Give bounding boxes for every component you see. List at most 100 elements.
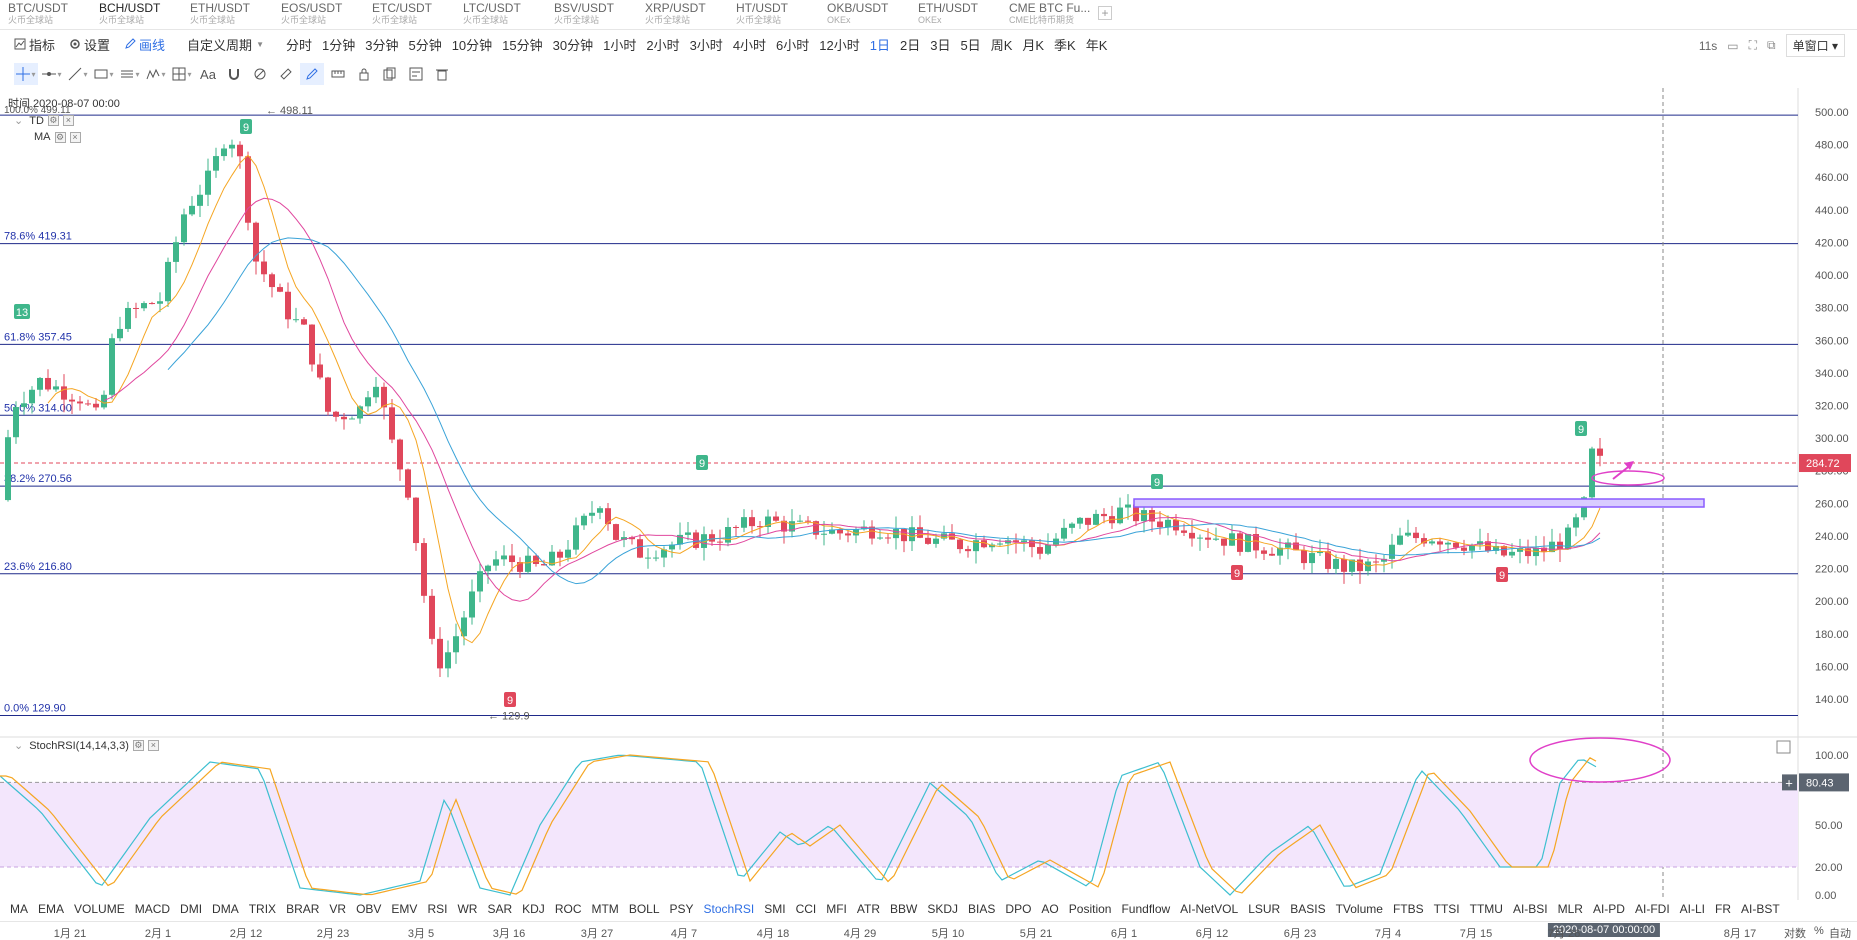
period-option[interactable]: 年K xyxy=(1085,37,1108,53)
popout-icon[interactable]: ⧉ xyxy=(1767,38,1776,52)
indicator-tab[interactable]: WR xyxy=(457,902,478,916)
indicator-tab[interactable]: TTSI xyxy=(1433,902,1460,916)
indicator-tab[interactable]: EMA xyxy=(38,902,65,916)
period-option[interactable]: 15分钟 xyxy=(502,37,543,53)
period-option[interactable]: 3小时 xyxy=(689,37,723,53)
fib-grid-tool[interactable]: ▾ xyxy=(170,63,194,85)
period-option[interactable]: 1日 xyxy=(869,37,890,53)
wave-tool[interactable]: ▾ xyxy=(144,63,168,85)
copy-tool[interactable] xyxy=(378,63,402,85)
settings-button[interactable]: 设置 xyxy=(69,35,110,54)
symbol-tab[interactable]: CME BTC Fu... CME比特币期货 xyxy=(1001,0,1092,29)
indicator-tab[interactable]: FTBS xyxy=(1392,902,1424,916)
chart-canvas[interactable]: 500.00 480.00 460.00 440.00 420.00 400.00 380.… xyxy=(0,88,1857,900)
window-mode-select[interactable]: 单窗口 ▾ xyxy=(1785,34,1845,57)
indicator-tab[interactable]: TRIX xyxy=(248,902,277,916)
close-icon[interactable]: × xyxy=(147,740,159,751)
indicator-tab[interactable]: VOLUME xyxy=(74,902,125,916)
rectangle-tool[interactable]: ▾ xyxy=(92,63,116,85)
symbol-tab[interactable]: ETH/USDT 火币全球站 xyxy=(182,0,273,29)
log-toggle[interactable]: 对数 xyxy=(1784,928,1806,940)
indicator-tab[interactable]: KDJ xyxy=(522,902,545,916)
indicator-tab[interactable]: TTMU xyxy=(1469,902,1503,916)
period-option[interactable]: 30分钟 xyxy=(552,37,594,53)
indicator-tab[interactable]: DMI xyxy=(180,902,203,916)
period-option[interactable]: 2小时 xyxy=(646,37,680,53)
indicator-button[interactable]: 指标 xyxy=(14,35,55,54)
symbol-tab[interactable]: ETH/USDT OKEx xyxy=(910,0,1001,29)
indicator-tab[interactable]: AI-PD xyxy=(1592,902,1625,916)
period-option[interactable]: 6小时 xyxy=(776,37,810,53)
period-option[interactable]: 月K xyxy=(1022,37,1045,53)
indicator-tab[interactable]: FR xyxy=(1715,902,1731,916)
period-option[interactable]: 1分钟 xyxy=(322,37,356,53)
indicator-tab[interactable]: SKDJ xyxy=(927,902,959,916)
draw-button[interactable]: 画线 xyxy=(124,35,165,54)
symbol-tab[interactable]: BSV/USDT 火币全球站 xyxy=(546,0,637,29)
ruler-tool[interactable] xyxy=(274,63,298,85)
period-option[interactable]: 季K xyxy=(1054,37,1076,53)
percent-toggle[interactable]: % xyxy=(1814,925,1824,937)
period-option[interactable]: 4小时 xyxy=(732,37,767,53)
period-option[interactable]: 周K xyxy=(990,37,1013,53)
indicator-tab[interactable]: PSY xyxy=(669,902,694,916)
add-tab-button[interactable]: + xyxy=(1098,6,1112,20)
fullscreen-icon[interactable]: ⛶ xyxy=(1748,38,1758,52)
indicator-tab[interactable]: AI-BST xyxy=(1741,902,1780,916)
indicator-tab[interactable]: SAR xyxy=(487,902,513,916)
indicator-tab[interactable]: BIAS xyxy=(968,902,996,916)
horizontal-line-tool[interactable]: ▾ xyxy=(40,63,64,85)
indicator-tab[interactable]: MTM xyxy=(591,902,619,916)
indicator-tab[interactable]: StochRSI xyxy=(703,902,755,916)
indicator-tab[interactable]: SMI xyxy=(764,902,786,916)
indicator-tab[interactable]: VR xyxy=(329,902,347,916)
period-option[interactable]: 3日 xyxy=(930,37,951,53)
delete-tool[interactable] xyxy=(430,63,454,85)
symbol-tab[interactable]: BTC/USDT 火币全球站 xyxy=(0,0,91,29)
custom-period-dropdown[interactable]: 自定义周期 ▼ xyxy=(187,35,264,54)
settings-icon[interactable]: ⚙ xyxy=(47,115,59,126)
close-icon[interactable]: × xyxy=(69,131,81,143)
symbol-tab[interactable]: LTC/USDT 火币全球站 xyxy=(455,0,546,29)
pen-tool[interactable] xyxy=(300,63,324,85)
indicator-tab[interactable]: Position xyxy=(1068,902,1112,916)
indicator-tab[interactable]: OBV xyxy=(356,902,382,916)
screenshot-icon[interactable]: ▭ xyxy=(1727,38,1739,53)
close-icon[interactable]: × xyxy=(62,115,74,126)
indicator-tab[interactable]: BRAR xyxy=(286,902,320,916)
symbol-tab[interactable]: HT/USDT 火币全球站 xyxy=(728,0,819,29)
period-option[interactable]: 5日 xyxy=(960,37,981,53)
trend-line-tool[interactable]: ▾ xyxy=(66,63,90,85)
indicator-tab[interactable]: CCI xyxy=(795,902,817,916)
symbol-tab[interactable]: OKB/USDT OKEx xyxy=(819,0,910,29)
period-option[interactable]: 12小时 xyxy=(819,37,860,53)
indicator-tab[interactable]: ROC xyxy=(554,902,582,916)
indicator-tab[interactable]: LSUR xyxy=(1248,902,1281,916)
period-option[interactable]: 3分钟 xyxy=(365,37,399,53)
period-option[interactable]: 1小时 xyxy=(603,37,637,53)
indicator-tab[interactable]: MLR xyxy=(1557,902,1583,916)
indicator-tab[interactable]: AO xyxy=(1041,902,1059,916)
settings-icon[interactable]: ⚙ xyxy=(54,131,66,143)
indicator-tab[interactable]: AI-NetVOL xyxy=(1180,902,1239,916)
indicator-tab[interactable]: MFI xyxy=(826,902,847,916)
lock-tool[interactable] xyxy=(352,63,376,85)
indicator-tab[interactable]: AI-LI xyxy=(1679,902,1705,916)
period-option[interactable]: 2日 xyxy=(899,37,921,53)
indicator-tab[interactable]: BOLL xyxy=(628,902,660,916)
eraser-tool[interactable] xyxy=(248,63,272,85)
indicator-tab[interactable]: AI-FDI xyxy=(1634,902,1670,916)
indicator-tab[interactable]: AI-BSI xyxy=(1512,902,1548,916)
template-tool[interactable] xyxy=(404,63,428,85)
indicator-tab[interactable]: MA xyxy=(10,902,28,916)
symbol-tab[interactable]: BCH/USDT 火币全球站 xyxy=(91,0,182,29)
indicator-tab[interactable]: BBW xyxy=(890,902,918,916)
text-tool[interactable]: Aa xyxy=(200,66,216,82)
indicator-tab[interactable]: EMV xyxy=(391,902,418,916)
indicator-tab[interactable]: BASIS xyxy=(1290,902,1326,916)
auto-toggle[interactable]: 自动 xyxy=(1829,928,1851,940)
crosshair-tool[interactable]: ▾ xyxy=(14,63,38,85)
period-option[interactable]: 10分钟 xyxy=(451,37,493,53)
symbol-tab[interactable]: EOS/USDT 火币全球站 xyxy=(273,0,364,29)
indicator-tab[interactable]: RSI xyxy=(427,902,448,916)
